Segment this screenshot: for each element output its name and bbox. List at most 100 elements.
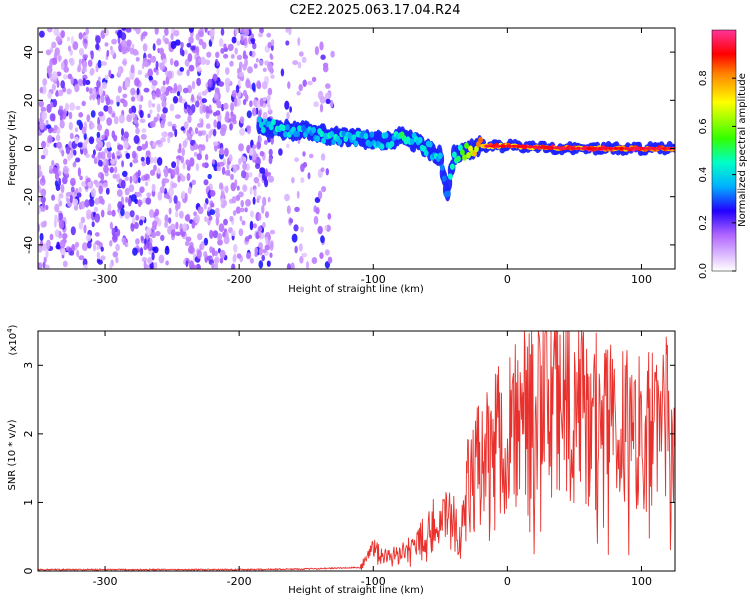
noise-blob	[251, 107, 257, 117]
snr-x-ticks: -300 -200 -100 0 100	[93, 331, 652, 588]
noise-blob	[209, 190, 216, 197]
noise-blob	[54, 214, 58, 220]
colorbar-ticks: 0.0 0.2 0.4 0.6 0.8	[698, 70, 736, 279]
noise-blob	[174, 114, 181, 119]
snr-series-line	[38, 331, 675, 571]
noise-blob	[247, 66, 253, 74]
noise-blob	[76, 250, 80, 258]
noise-blob	[124, 176, 129, 182]
spectrogram-y-label: Frequency (Hz)	[7, 110, 18, 186]
noise-blob	[330, 50, 335, 58]
noise-blob	[47, 134, 53, 144]
noise-blob	[213, 111, 218, 117]
signal-core	[256, 116, 262, 123]
noise-blob	[94, 232, 100, 237]
noise-blob	[191, 221, 196, 229]
noise-blob	[129, 210, 135, 218]
noise-blob	[269, 229, 276, 235]
signal-peak	[639, 146, 646, 151]
noise-blob	[216, 101, 221, 109]
noise-blob	[259, 150, 265, 157]
noise-blob	[140, 95, 144, 102]
noise-blob	[238, 61, 243, 69]
noise-blob	[194, 127, 199, 135]
noise-blob	[139, 118, 146, 124]
noise-blob	[231, 196, 237, 204]
noise-blob	[300, 163, 305, 173]
noise-blob	[43, 86, 47, 91]
noise-blob	[176, 164, 180, 175]
noise-blob	[170, 223, 176, 232]
signal-core	[369, 131, 375, 138]
colorbar-label: Normalized spectral amplitude	[737, 73, 748, 227]
noise-blob	[145, 150, 151, 156]
noise-blob	[165, 260, 169, 266]
noise-blob	[234, 47, 238, 55]
noise-blob	[58, 54, 61, 63]
signal-core	[423, 149, 429, 157]
noise-blob	[107, 105, 113, 115]
noise-blob	[152, 220, 158, 229]
noise-blob	[91, 221, 95, 228]
snr-frame	[37, 330, 676, 572]
noise-blob	[324, 92, 331, 101]
noise-blob	[198, 146, 202, 155]
noise-blob	[109, 221, 113, 230]
signal-core	[452, 151, 457, 158]
noise-blob	[62, 260, 68, 268]
noise-blob	[238, 228, 244, 237]
noise-blob	[143, 87, 150, 93]
noise-blob	[78, 255, 85, 261]
noise-blob	[163, 194, 167, 199]
noise-blob	[49, 233, 54, 241]
noise-blob	[70, 186, 75, 193]
noise-blob	[285, 28, 289, 33]
noise-blob	[137, 169, 141, 177]
noise-blob	[300, 226, 304, 233]
noise-blob	[147, 53, 152, 59]
noise-blob	[265, 211, 269, 219]
signal-peak	[495, 144, 501, 148]
noise-blob	[164, 28, 169, 36]
noise-blob	[245, 199, 251, 207]
noise-blob	[187, 107, 191, 114]
noise-blob	[52, 71, 58, 80]
noise-blob	[252, 144, 257, 149]
noise-blob	[219, 257, 224, 264]
noise-blob	[286, 111, 290, 120]
noise-blob	[111, 38, 117, 45]
noise-blob	[110, 49, 115, 56]
noise-blob	[210, 203, 215, 208]
y-tick-label: -40	[22, 236, 35, 254]
signal-core	[353, 140, 359, 147]
noise-blob	[154, 28, 159, 35]
noise-blob	[131, 44, 135, 49]
noise-blob	[261, 81, 268, 90]
noise-blob	[109, 99, 114, 105]
noise-blob	[129, 175, 133, 184]
noise-blob	[85, 28, 89, 35]
noise-blob	[153, 156, 158, 164]
noise-blob	[188, 64, 195, 72]
noise-blob	[170, 40, 177, 50]
noise-blob	[233, 243, 238, 253]
noise-blob	[188, 245, 194, 254]
noise-blob	[239, 215, 243, 222]
noise-blob	[103, 165, 109, 174]
noise-blob	[201, 162, 206, 168]
noise-blob	[196, 153, 202, 161]
noise-blob	[249, 50, 253, 57]
noise-blob	[253, 63, 258, 69]
noise-blob	[319, 252, 324, 259]
noise-blob	[197, 130, 203, 137]
noise-blob	[96, 131, 101, 138]
noise-blob	[182, 223, 188, 232]
noise-blob	[62, 165, 69, 175]
noise-blob	[204, 216, 208, 223]
snr-scale-label: (x104)	[6, 324, 19, 355]
noise-blob	[214, 256, 220, 264]
signal-core	[351, 134, 357, 141]
noise-blob	[88, 136, 95, 145]
noise-blob	[155, 230, 161, 237]
noise-blob	[183, 101, 188, 110]
